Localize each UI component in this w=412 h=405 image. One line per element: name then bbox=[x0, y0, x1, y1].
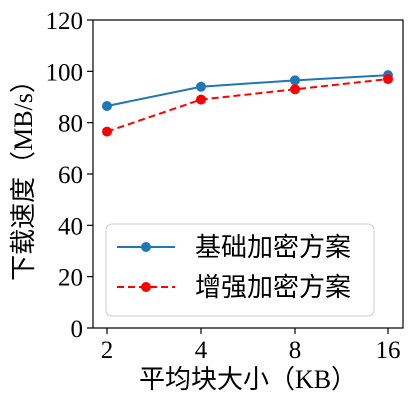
y-axis-ticks: 0 20 40 60 80 100 120 bbox=[46, 8, 93, 343]
series-1-point bbox=[102, 126, 112, 137]
series-0-point bbox=[196, 81, 206, 92]
y-tick-label: 0 bbox=[71, 316, 84, 343]
x-tick-label: 4 bbox=[195, 337, 208, 364]
series-1-point bbox=[196, 94, 206, 105]
series-layer bbox=[102, 70, 393, 137]
x-axis-ticks: 2 4 8 16 bbox=[101, 328, 401, 364]
y-axis-label: 下载速度（MB/s） bbox=[9, 67, 38, 281]
series-1-point bbox=[383, 74, 393, 85]
legend-marker-enhanced bbox=[141, 282, 151, 292]
series-0-point bbox=[102, 100, 112, 111]
y-tick-label: 40 bbox=[58, 213, 83, 240]
x-tick-label: 16 bbox=[376, 337, 401, 364]
y-tick-label: 20 bbox=[58, 265, 83, 292]
x-tick-label: 8 bbox=[289, 337, 302, 364]
legend-label-enhanced: 增强加密方案 bbox=[195, 273, 351, 302]
legend: 基础加密方案 增强加密方案 bbox=[105, 223, 375, 317]
y-tick-label: 100 bbox=[46, 59, 84, 86]
legend-label-basic: 基础加密方案 bbox=[195, 233, 351, 262]
x-axis-label: 平均块大小（KB） bbox=[139, 365, 357, 394]
series-1-point bbox=[290, 84, 300, 95]
y-tick-label: 120 bbox=[46, 8, 84, 35]
series-line-1 bbox=[106, 78, 389, 133]
y-tick-label: 60 bbox=[58, 162, 83, 189]
y-tick-label: 80 bbox=[58, 111, 83, 138]
x-tick-label: 2 bbox=[101, 337, 114, 364]
series-0-point bbox=[290, 75, 300, 86]
legend-marker-basic bbox=[141, 242, 151, 252]
series-line-0 bbox=[106, 74, 389, 107]
